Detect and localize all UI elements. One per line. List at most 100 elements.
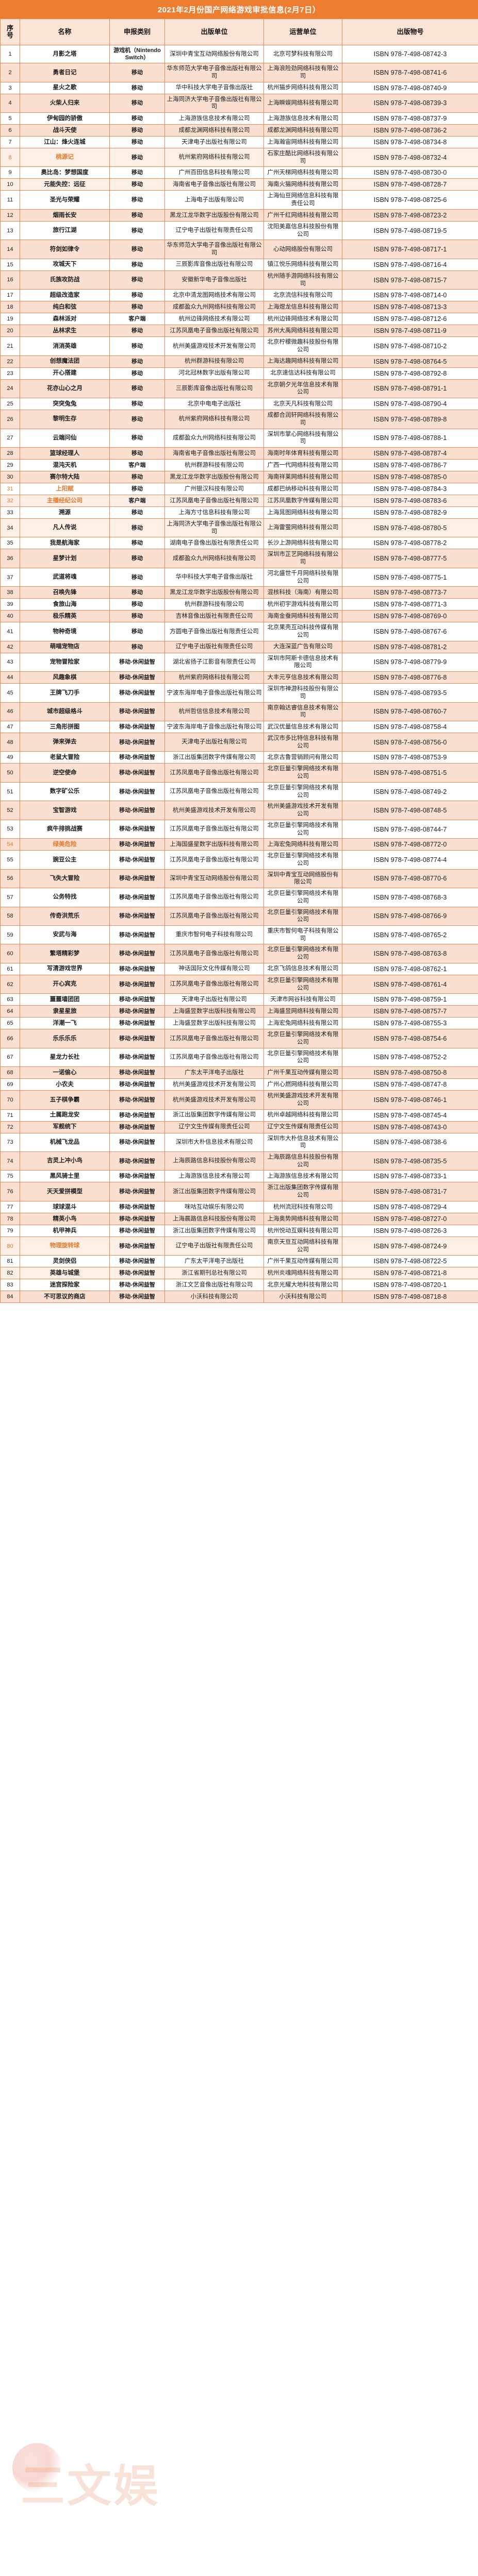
cell-publisher: 成都盈众九州网络科技有限公司 (164, 428, 264, 448)
cell-operator: 上海宏兔网络科技有限公司 (263, 838, 342, 851)
cell-name: 符剑如律令 (20, 240, 110, 259)
cell-index: 7 (0, 136, 20, 149)
cell-publisher: 上海同济大学电子音像出版社有限公司 (164, 93, 264, 113)
cell-operator: 苏州大禹网络科技有限公司 (263, 325, 342, 337)
cell-publisher: 成都龙渊网络科技有限公司 (164, 124, 264, 137)
cell-isbn: ISBN 978-7-498-08715-7 (342, 270, 478, 290)
cell-publisher: 上海方寸信息科技有限公司 (164, 506, 264, 519)
cell-publisher: 江苏凤凰电子音像出版社有限公司 (164, 850, 264, 870)
cell-publisher: 辽宁文生传媒有限责任公司 (164, 1121, 264, 1133)
cell-index: 6 (0, 124, 20, 137)
cell-name: 桃源记 (20, 148, 110, 167)
table-row: 22 创想魔法团 移动 杭州群游科技有限公司 上海达趣网络科技有限公司 ISBN 978-… (0, 355, 478, 368)
cell-operator: 北京巨量引擎网络技术有限公司 (263, 1047, 342, 1067)
cell-index: 66 (0, 1029, 20, 1048)
cell-operator: 杭州猫步网络科技有限公司 (263, 81, 342, 94)
cell-publisher: 广东太平洋电子出版社 (164, 1066, 264, 1079)
cell-publisher: 杭州美盛游戏技术开发有限公司 (164, 336, 264, 356)
cell-index: 79 (0, 1224, 20, 1237)
cell-category: 移动 (109, 379, 165, 399)
cell-isbn: ISBN 978-7-498-08754-6 (342, 1029, 478, 1048)
table-row: 62 开心宾克 移动-休闲益智 江苏凤凰电子音像出版社有限公司 北京巨量引擎网络技术有限… (0, 974, 478, 994)
cell-operator: 北京巨量引擎网络技术有限公司 (263, 819, 342, 839)
cell-category: 移动 (109, 166, 165, 179)
cell-name: 五子棋争霸 (20, 1090, 110, 1110)
table-row: 9 奥比岛：梦想国度 移动 广州百田信息科技有限公司 广州天梯网络科技有限公司 ISBN … (0, 166, 478, 179)
cell-name: 英雄与城堡 (20, 1267, 110, 1280)
cell-isbn: ISBN 978-7-498-08766-9 (342, 906, 478, 926)
table-row: 48 弹来弹去 移动-休闲益智 天津电子出版社有限公司 武汉市多比特信息科技有限公司 IS… (0, 733, 478, 752)
cell-category: 移动-休闲益智 (109, 1132, 165, 1153)
cell-operator: 大连深蓝广告有限公司 (263, 640, 342, 653)
cell-isbn: ISBN 978-7-498-08792-8 (342, 367, 478, 380)
cell-operator: 上海游族信息技术有限公司 (263, 112, 342, 125)
cell-name: 花亦山心之月 (20, 379, 110, 399)
cell-operator: 海南时年体育科技有限公司 (263, 447, 342, 460)
cell-category: 移动-休闲益智 (109, 733, 165, 752)
cell-index: 37 (0, 567, 20, 587)
cell-isbn: ISBN 978-7-498-08745-4 (342, 1109, 478, 1122)
cell-index: 35 (0, 537, 20, 550)
cell-publisher: 杭州群游科技有限公司 (164, 459, 264, 471)
table-row: 11 圣光与荣耀 移动 上海电子出版有限公司 上海仙豆网络信息科技有限责任公司 ISBN … (0, 190, 478, 210)
cell-publisher: 上海国盛星数字出版科技有限公司 (164, 838, 264, 851)
cell-name: 繁塔精彩梦 (20, 944, 110, 963)
cell-index: 58 (0, 906, 20, 926)
cell-publisher: 江苏凤凰电子音像出版社有限公司 (164, 494, 264, 507)
cell-operator: 深圳市禅游科技股份有限公司 (263, 683, 342, 703)
cell-operator: 北京可梦科技有限公司 (263, 44, 342, 64)
cell-isbn: ISBN 978-7-498-08740-9 (342, 81, 478, 94)
cell-publisher: 江苏凤凰电子音像出版社有限公司 (164, 1029, 264, 1048)
cell-index: 82 (0, 1267, 20, 1280)
cell-index: 64 (0, 1005, 20, 1018)
cell-name: 城市超级格斗 (20, 702, 110, 722)
cell-category: 移动 (109, 640, 165, 653)
cell-category: 移动-休闲益智 (109, 1090, 165, 1110)
cell-operator: 河北盛世千月网络科技有限公司 (263, 567, 342, 587)
cell-operator: 上海煜龙信息科技有限公司 (263, 301, 342, 314)
table-row: 34 凡人传说 移动 上海同济大学电子音像出版社有限公司 上海雷萤网络科技有限公司 ISB… (0, 518, 478, 538)
table-row: 5 伊甸园的骄傲 移动 上海游族信息技术有限公司 上海游族信息技术有限公司 ISBN 97… (0, 112, 478, 125)
table-row: 46 城市超级格斗 移动-休闲益智 杭州哲信信息技术有限公司 南京翰达睿信息技术有限公司… (0, 702, 478, 722)
cell-publisher: 黑龙江龙华数字出版股份有限公司 (164, 470, 264, 483)
cell-isbn: ISBN 978-7-498-08791-1 (342, 379, 478, 399)
cell-category: 移动 (109, 240, 165, 259)
table-row: 26 黎明生存 移动 杭州紫府网络科技有限公司 成都合润轩网络科技有限公司 ISBN 97… (0, 410, 478, 429)
cell-isbn: ISBN 978-7-498-08785-0 (342, 470, 478, 483)
cell-publisher: 杭州紫府网络科技有限公司 (164, 410, 264, 429)
cell-index: 73 (0, 1132, 20, 1153)
cell-index: 24 (0, 379, 20, 399)
cell-index: 34 (0, 518, 20, 538)
cell-category: 移动-休闲益智 (109, 801, 165, 820)
cell-index: 23 (0, 367, 20, 380)
cell-index: 63 (0, 993, 20, 1006)
cell-operator: 上海瀚宙网络科技有限公司 (263, 136, 342, 149)
cell-name: 战斗天使 (20, 124, 110, 137)
cell-isbn: ISBN 978-7-498-08759-1 (342, 993, 478, 1006)
cell-isbn: ISBN 978-7-498-08718-8 (342, 1291, 478, 1303)
cell-isbn: ISBN 978-7-498-08721-8 (342, 1267, 478, 1280)
cell-index: 54 (0, 838, 20, 851)
cell-publisher: 江苏凤凰电子音像出版社有限公司 (164, 906, 264, 926)
cell-isbn: ISBN 978-7-498-08778-2 (342, 537, 478, 550)
cell-category: 移动 (109, 506, 165, 519)
cell-category: 移动 (109, 81, 165, 94)
table-row: 76 天天爱拼模型 移动-休闲益智 浙江出版集团数字传媒有限公司 浙江出版集团数字传媒有… (0, 1182, 478, 1201)
cell-publisher: 浙江出版集团数字传媒有限公司 (164, 1182, 264, 1201)
cell-isbn: ISBN 978-7-498-08735-5 (342, 1151, 478, 1171)
cell-category: 移动-休闲益智 (109, 962, 165, 975)
cell-publisher: 杭州紫府网络科技有限公司 (164, 148, 264, 167)
cell-publisher: 浙江出版集团数字传媒有限公司 (164, 1109, 264, 1122)
cell-operator: 上海奥势网络科技有限公司 (263, 1212, 342, 1225)
cell-category: 移动-休闲益智 (109, 1267, 165, 1280)
cell-category: 移动-休闲益智 (109, 925, 165, 945)
cell-name: 一诺偷心 (20, 1066, 110, 1079)
cell-operator: 镇江悦乐网络科技有限公司 (263, 258, 342, 271)
cell-category: 移动 (109, 518, 165, 538)
cell-index: 4 (0, 93, 20, 113)
cell-operator: 杭州流冠科技有限公司 (263, 1200, 342, 1213)
column-header-publisher: 出版单位 (164, 19, 264, 45)
cell-publisher: 华中科技大学电子音像出版社 (164, 81, 264, 94)
cell-operator: 海南火猫网络科技有限公司 (263, 178, 342, 191)
cell-name: 召唤先锋 (20, 586, 110, 599)
